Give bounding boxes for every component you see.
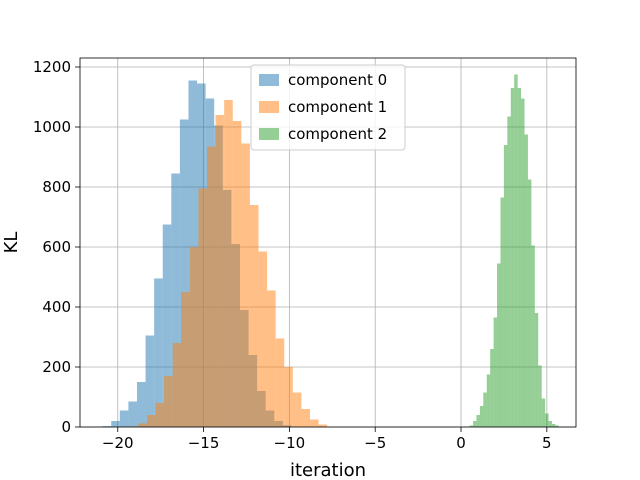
histogram-bar <box>284 367 293 427</box>
histogram-bar <box>490 349 494 427</box>
histogram-bar <box>534 313 539 427</box>
x-tick-label: 5 <box>542 434 552 452</box>
histogram-bar <box>138 423 147 427</box>
histogram-bar <box>136 382 146 427</box>
histogram-bar <box>548 421 552 427</box>
histogram-bar <box>224 100 233 427</box>
legend-swatch <box>259 128 279 140</box>
histogram-bar <box>531 245 535 427</box>
plot-frame <box>79 57 577 428</box>
x-tick-label: −20 <box>102 434 134 452</box>
y-tick-label: 0 <box>61 418 71 436</box>
histogram-bar <box>198 188 208 427</box>
histogram-bar <box>258 251 268 427</box>
histogram-bar <box>179 119 189 427</box>
legend: component 0 component 1 component 2 <box>250 64 406 151</box>
histogram-bar <box>232 121 242 427</box>
legend-box <box>250 64 406 151</box>
x-axis-ticks: −20 −15 −10 −5 0 5 <box>102 427 552 452</box>
histogram-bar <box>497 263 501 427</box>
histogram-bar <box>514 74 518 427</box>
x-tick-label: 0 <box>456 434 466 452</box>
histogram-bar <box>500 197 504 427</box>
histogram-bar <box>510 88 515 427</box>
histogram-bar <box>476 415 480 427</box>
y-tick-label: 600 <box>42 238 71 256</box>
histogram-bar <box>181 292 190 427</box>
legend-label: component 2 <box>288 125 387 143</box>
histogram-bar <box>541 398 546 427</box>
histogram-bar <box>318 424 328 427</box>
histogram-bar <box>486 374 491 427</box>
legend-swatch <box>259 74 279 86</box>
y-tick-label: 1000 <box>33 118 71 136</box>
histogram-bar <box>172 343 182 427</box>
y-tick-label: 1200 <box>33 58 71 76</box>
y-tick-label: 400 <box>42 298 71 316</box>
histogram-bar <box>215 115 225 427</box>
x-tick-label: −5 <box>364 434 386 452</box>
legend-label: component 0 <box>288 71 387 89</box>
legend-label: component 1 <box>288 98 387 116</box>
histogram-bar <box>473 421 477 427</box>
histogram-bar <box>146 415 156 427</box>
histogram-bar <box>483 392 487 427</box>
histogram-bar <box>527 179 532 427</box>
histogram-bar <box>301 409 310 427</box>
histogram-bar <box>551 424 556 427</box>
y-tick-label: 800 <box>42 178 71 196</box>
legend-items: component 0 component 1 component 2 <box>259 71 387 143</box>
histogram-bar <box>309 419 319 427</box>
histogram-bar <box>517 88 522 427</box>
histogram-bar <box>154 278 163 427</box>
histogram-bar <box>538 365 542 427</box>
histogram-bar <box>164 376 173 427</box>
histogram-bar <box>207 146 216 427</box>
histogram-bar <box>162 224 172 427</box>
histogram-bar <box>479 406 484 427</box>
histogram-bar <box>171 173 180 427</box>
histogram-bar <box>275 338 285 427</box>
x-tick-label: −10 <box>274 434 306 452</box>
histogram-bar <box>524 134 528 427</box>
histogram-bar <box>521 98 525 427</box>
histogram-bar <box>545 413 549 427</box>
histogram-bar <box>292 392 302 427</box>
histogram-bar <box>145 335 155 427</box>
histogram-bar <box>128 401 137 427</box>
histogram-bar <box>102 426 112 427</box>
histogram-bar <box>507 116 511 427</box>
y-axis-ticks: 0 200 400 600 800 1000 1200 <box>33 58 80 436</box>
histogram-bar <box>503 145 508 427</box>
histogram-bar <box>241 143 250 427</box>
histogram-bar <box>111 421 120 427</box>
series-2-bars <box>469 74 559 427</box>
histogram-bar <box>555 425 559 427</box>
x-tick-label: −15 <box>188 434 220 452</box>
histogram-bar <box>249 205 259 427</box>
histogram-bar <box>469 425 474 427</box>
histogram-bar <box>493 317 498 427</box>
histogram-bar <box>267 290 276 427</box>
histogram-bars <box>102 74 559 427</box>
legend-swatch <box>259 101 279 113</box>
histogram-bar <box>189 247 199 427</box>
series-1-bars <box>129 100 328 427</box>
x-axis-label: iteration <box>290 460 366 480</box>
y-axis-label: KL <box>1 232 22 254</box>
histogram-bar <box>119 410 129 427</box>
histogram-bar <box>155 403 165 427</box>
y-tick-label: 200 <box>42 358 71 376</box>
